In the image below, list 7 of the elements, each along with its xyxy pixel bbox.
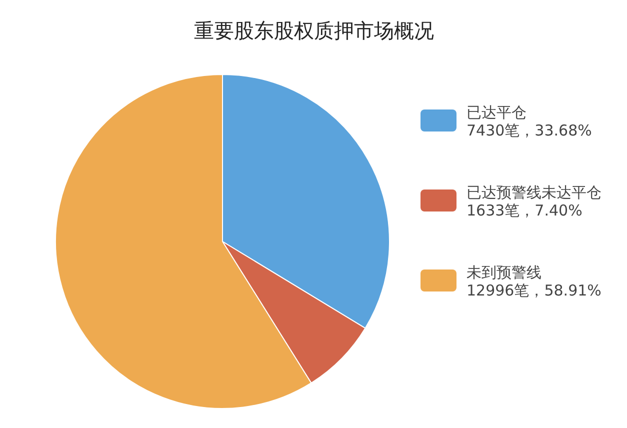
data-label: 7430笔，33.68% (466, 122, 592, 140)
legend-label: 已达预警线未达平仓 (466, 184, 602, 202)
legend-label: 未到预警线 (466, 264, 542, 282)
legend-label: 已达平仓 (466, 104, 526, 122)
data-label: 1633笔，7.40% (466, 202, 582, 220)
data-label: 12996笔，58.91% (466, 282, 602, 300)
chart-title: 重要股东股权质押市场概况 (194, 18, 434, 42)
